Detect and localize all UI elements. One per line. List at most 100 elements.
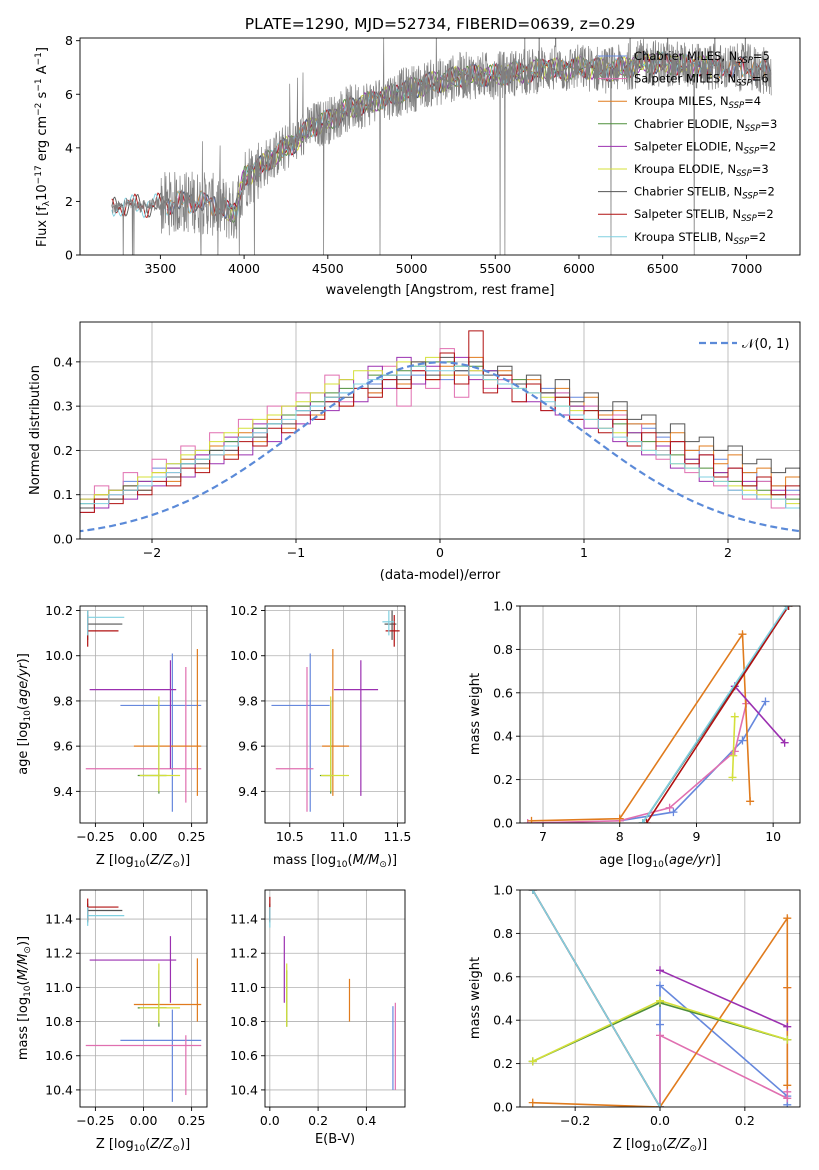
legend-entry-part: SSP [742, 192, 758, 202]
legend-entry: 𝒩(0, 1) [742, 337, 789, 352]
legend-entry-part: =2 [757, 207, 774, 221]
plus-marker [729, 751, 738, 760]
x-axis-label: mass [log10(M/M⊙)] [273, 853, 397, 870]
x-tick-label: −0.2 [560, 1113, 590, 1128]
x-tick-label: 6500 [647, 261, 679, 276]
y-axis-label: Flux [fλ10−17 erg cm−2 s−1 A−1] [34, 47, 52, 247]
plus-marker [783, 914, 792, 923]
y-tick-label: 11.0 [230, 980, 258, 995]
mass-weight-line [659, 969, 788, 1028]
y-tick-label: 10.0 [230, 648, 258, 663]
y-axis-label-part: A [35, 65, 50, 78]
plus-marker [656, 981, 664, 990]
histogram-plot-area [80, 322, 800, 539]
legend-entry-part: =2 [749, 230, 766, 244]
plus-marker [738, 630, 747, 639]
legend-entry-part: Salpeter ELODIE, N [634, 139, 744, 153]
residual-histogram [80, 330, 800, 513]
mass-weight-line [734, 685, 786, 744]
y-tick-label: 11.4 [45, 912, 73, 927]
plus-marker [656, 1103, 664, 1107]
y-tick-label: 0.0 [493, 816, 513, 831]
x-axis-label-part: ⊙ [172, 860, 180, 870]
x-axis-label-part: 10 [134, 860, 146, 870]
y-axis-label-part: −1 [34, 78, 44, 91]
y-tick-label: 10.6 [45, 1048, 73, 1063]
y-tick-label: 10.4 [230, 1082, 258, 1097]
x-tick-label: 0.00 [130, 829, 158, 844]
legend-entry-part: SSP [741, 214, 757, 224]
plus-marker [528, 1098, 537, 1107]
legend-entry: Chabrier STELIB, NSSP=2 [634, 185, 775, 202]
legend-entry: Kroupa STELIB, NSSP=2 [634, 230, 766, 247]
x-tick-label: 5500 [479, 261, 511, 276]
x-tick-label: 3500 [144, 261, 176, 276]
legend-entry: Chabrier MILES, NSSP=5 [634, 49, 770, 66]
plus-marker [761, 697, 770, 706]
spectrum-plot-area [111, 38, 772, 255]
x-axis-label-part: Z/Z [149, 1137, 173, 1152]
y-tick-label: 4 [65, 140, 73, 155]
y-tick-label: 0.2 [493, 772, 513, 787]
y-tick-label: 0.4 [493, 729, 513, 744]
x-axis-label: age [log10(age/yr)] [599, 853, 721, 870]
axes-frame [79, 37, 801, 256]
x-tick-label: 7 [539, 829, 547, 844]
y-tick-label: 6 [65, 87, 73, 102]
y-tick-label: 11.2 [45, 946, 73, 961]
mass-weight-line [645, 606, 790, 823]
x-tick-label: −0.25 [76, 1113, 114, 1128]
y-tick-label: 10.4 [45, 1082, 73, 1097]
x-axis-label-part: ⊙ [172, 1144, 180, 1154]
plus-marker [656, 1031, 664, 1040]
x-axis-label-part: Z [log [96, 1137, 134, 1152]
x-axis-label-part: )] [711, 853, 721, 868]
y-axis-label: mass [log10(M/M⊙)] [16, 936, 33, 1060]
plus-marker [784, 606, 793, 610]
y-tick-label: 10.0 [45, 648, 73, 663]
x-tick-label: 0.25 [178, 829, 206, 844]
plus-marker [527, 816, 536, 823]
y-axis-label: age [log10(age/yr)] [16, 653, 33, 775]
plus-marker [615, 814, 624, 823]
x-axis-label-part: M/M [353, 853, 380, 868]
y-tick-label: 0.0 [53, 532, 73, 547]
y-tick-label: 9.6 [238, 739, 258, 754]
legend-entry-part: SSP [736, 169, 752, 179]
x-axis-label-part: mass [log [273, 853, 336, 868]
y-tick-label: 0.3 [53, 399, 73, 414]
y-tick-label: 0 [65, 248, 73, 263]
y-tick-label: 0.8 [493, 926, 513, 941]
x-axis-label-part: ( [664, 853, 669, 868]
axes-frame [264, 889, 406, 1108]
plus-marker [656, 996, 664, 1005]
y-tick-label: 9.8 [238, 693, 258, 708]
plus-marker [738, 736, 747, 745]
x-tick-label: −1 [287, 545, 305, 560]
legend-entry-part: Kroupa STELIB, N [634, 230, 734, 244]
x-tick-label: 0.2 [308, 1113, 328, 1128]
plus-marker [730, 712, 739, 721]
y-axis-label-part: )] [16, 653, 31, 663]
y-tick-label: 0.8 [493, 642, 513, 657]
legend-entry-part: =2 [758, 185, 775, 199]
plus-marker [528, 890, 537, 894]
y-tick-label: 8 [65, 33, 73, 48]
x-tick-label: 8 [616, 829, 624, 844]
x-tick-label: 11.5 [384, 829, 412, 844]
plus-marker [642, 819, 651, 823]
y-tick-label: 11.4 [230, 912, 258, 927]
x-tick-label: 2 [724, 545, 732, 560]
y-axis-label-part: s [35, 91, 50, 102]
y-axis-label-part: Flux [f [35, 206, 50, 247]
plus-marker [783, 1035, 792, 1044]
legend-entry-part: =4 [744, 94, 761, 108]
plus-marker [528, 1057, 537, 1066]
x-tick-label: 10 [765, 829, 781, 844]
y-axis-label-part: 10 [23, 985, 33, 997]
x-axis-label: wavelength [Angstrom, rest frame] [326, 283, 555, 298]
weight-plot-area [520, 890, 800, 1107]
x-axis-label-part: ( [348, 853, 353, 868]
legend-entry-part: SSP [744, 146, 760, 156]
y-tick-label: 9.6 [53, 739, 73, 754]
